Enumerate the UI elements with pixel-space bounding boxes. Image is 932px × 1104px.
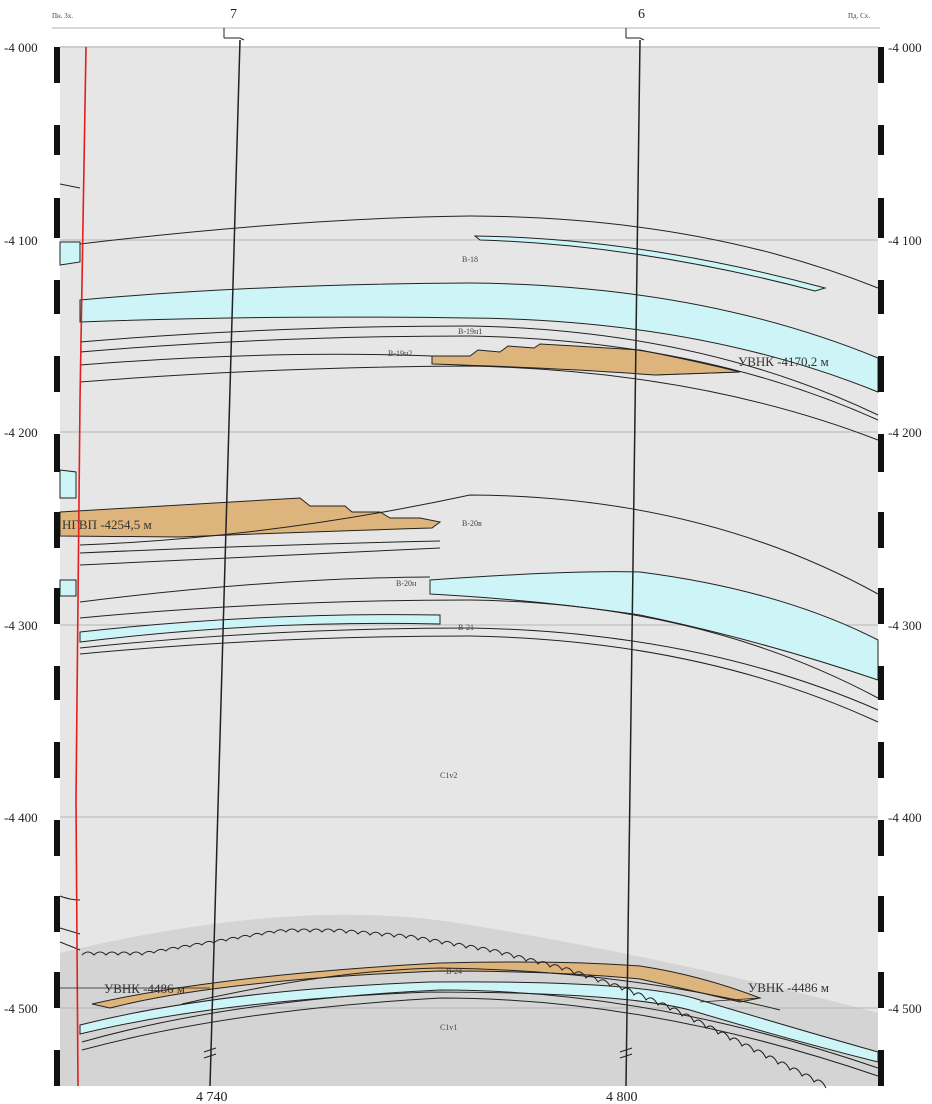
edge-water-strip-1	[59, 241, 81, 266]
horizon-lines	[59, 183, 879, 1077]
well-6-depth-label: 4 800	[606, 1090, 638, 1104]
layer-label-b21: В-21	[458, 623, 474, 632]
vnk-right-label: УВНК -4486 м	[748, 980, 829, 995]
vnk-upper-leader	[654, 371, 741, 376]
depth-label-left-4200: -4 200	[4, 425, 38, 440]
depth-label-left-4000: -4 000	[4, 40, 38, 55]
unconformity-line	[81, 928, 827, 1089]
direction-right-label: Пд. Сх.	[848, 12, 870, 20]
layer-label-b20v: В-20в	[462, 519, 482, 528]
left-scale-bar	[54, 47, 60, 1086]
layer-label-b18: В-18	[462, 255, 478, 264]
depth-label-left-4400: -4 400	[4, 810, 38, 825]
edge-water-strip-2	[59, 469, 77, 499]
depth-label-left-4500: -4 500	[4, 1001, 38, 1016]
right-scale-bar	[878, 47, 884, 1086]
b20v-oil-body	[59, 497, 442, 538]
direction-left-label: Пн. Зх.	[52, 12, 73, 20]
b18-water-lens	[473, 235, 827, 292]
well-7-depth-label: 4 740	[196, 1090, 228, 1104]
layer-label-c1v1: С1v1	[440, 1023, 457, 1032]
depth-label-right-4200: -4 200	[888, 425, 922, 440]
layer-label-b19n1: В-19н1	[458, 327, 482, 336]
layer-label-b20n: В-20н	[396, 579, 417, 588]
depth-label-right-4300: -4 300	[888, 618, 922, 633]
edge-water-strip-3	[59, 579, 77, 597]
layer-label-b24: В-24	[446, 967, 462, 976]
b21-water-band	[79, 614, 441, 643]
section-background	[60, 46, 878, 1086]
basement-region	[60, 914, 878, 1086]
vnk-left-label: УВНК -4486 м	[104, 981, 185, 996]
depth-label-right-4000: -4 000	[888, 40, 922, 55]
depth-label-left-4300: -4 300	[4, 618, 38, 633]
layer-label-c1v2: С1v2	[440, 771, 457, 780]
vnk-right-leader	[699, 997, 761, 1003]
depth-label-right-4400: -4 400	[888, 810, 922, 825]
depth-label-right-4500: -4 500	[888, 1001, 922, 1016]
well-6	[619, 28, 645, 1087]
vnk-upper-label: УВНК -4170,2 м	[738, 354, 829, 369]
well-7	[203, 28, 245, 1087]
well-6-name: 6	[638, 7, 645, 22]
depth-label-left-4100: -4 100	[4, 233, 38, 248]
oil-layers	[59, 343, 762, 1009]
depth-label-right-4100: -4 100	[888, 233, 922, 248]
b24-oil-band	[91, 961, 762, 1009]
fault-line	[75, 46, 87, 1087]
layer-label-b19n2: В-19н2	[388, 349, 412, 358]
well-7-name: 7	[230, 7, 237, 22]
gvp-label: НГВП -4254,5 м	[62, 517, 152, 532]
